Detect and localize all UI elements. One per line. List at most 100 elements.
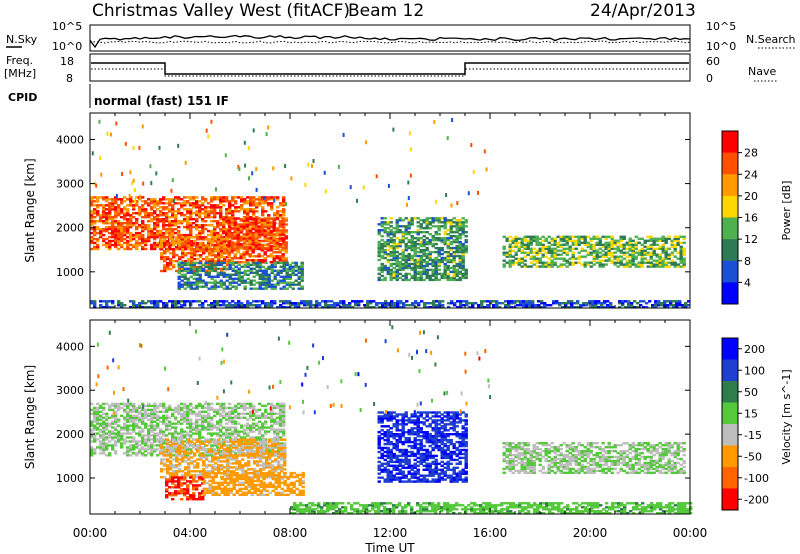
power-heatmap-cell <box>276 210 280 213</box>
power-heatmap-cell <box>573 306 577 309</box>
power-heatmap-cell <box>297 283 301 286</box>
power-heatmap-cell <box>270 300 274 303</box>
power-heatmap-cell <box>117 220 121 223</box>
power-heatmap-cell <box>429 302 433 305</box>
velocity-heatmap-cell <box>150 450 154 453</box>
power-heatmap-cell <box>144 214 148 217</box>
velocity-heatmap-cell <box>108 436 112 439</box>
power-heatmap-cell <box>670 259 674 262</box>
power-heatmap-cell <box>425 274 429 278</box>
velocity-heatmap-cell <box>153 436 157 439</box>
power-heatmap-cell <box>333 306 337 309</box>
power-heatmap-cell <box>601 243 605 246</box>
velocity-heatmap-cell <box>102 408 106 412</box>
power-heatmap-cell <box>520 249 524 252</box>
power-heatmap-cell <box>634 245 638 248</box>
power-heatmap-cell <box>249 233 253 237</box>
power-heatmap-cell <box>162 224 166 227</box>
power-heatmap-cell <box>172 263 176 267</box>
power-heatmap-cell <box>414 306 418 309</box>
power-heatmap-cell <box>649 239 653 242</box>
power-heatmap-cell <box>613 257 617 260</box>
power-heatmap-cell <box>141 239 145 243</box>
power-heatmap-cell <box>166 250 170 253</box>
velocity-heatmap-cell <box>138 448 142 451</box>
power-heatmap-cell <box>383 242 387 246</box>
power-scatter-cell <box>483 149 486 154</box>
power-heatmap-cell <box>102 222 106 225</box>
velocity-heatmap-cell <box>228 426 232 429</box>
y-tick-label: 1000 <box>56 266 84 279</box>
power-heatmap-cell <box>249 279 253 282</box>
power-heatmap-cell <box>240 265 244 268</box>
power-heatmap-cell <box>631 259 635 262</box>
power-heatmap-cell <box>628 247 632 250</box>
power-heatmap-cell <box>682 263 686 266</box>
power-heatmap-cell <box>592 237 596 240</box>
power-heatmap-cell <box>111 220 115 223</box>
power-heatmap-cell <box>258 285 262 288</box>
velocity-heatmap-cell <box>114 402 118 406</box>
velocity-heatmap-cell <box>135 432 139 435</box>
power-heatmap-cell <box>184 242 188 245</box>
power-heatmap-cell <box>540 302 544 305</box>
power-heatmap-cell <box>651 306 655 309</box>
power-heatmap-cell <box>408 304 412 307</box>
power-heatmap-cell <box>670 243 674 246</box>
power-heatmap-cell <box>251 227 255 230</box>
velocity-heatmap-cell <box>102 436 106 439</box>
power-heatmap-cell <box>181 250 185 253</box>
power-heatmap-cell <box>245 253 249 256</box>
power-heatmap-cell <box>129 202 133 205</box>
power-y-axis-label: Slant Range [km] <box>23 158 37 262</box>
power-heatmap-cell <box>640 255 644 258</box>
power-heatmap-cell <box>108 306 112 309</box>
power-heatmap-cell <box>507 300 511 303</box>
power-heatmap-cell <box>619 243 623 246</box>
power-heatmap-cell <box>425 262 429 266</box>
velocity-heatmap-cell <box>153 414 157 417</box>
velocity-heatmap-cell <box>246 450 250 453</box>
power-heatmap-cell <box>177 210 181 213</box>
velocity-heatmap-cell <box>135 446 139 449</box>
colorbar-segment <box>722 282 738 305</box>
velocity-heatmap-cell <box>252 424 256 427</box>
power-heatmap-cell <box>242 255 246 258</box>
power-heatmap-cell <box>273 287 277 290</box>
power-heatmap-cell <box>434 274 438 278</box>
power-heatmap-cell <box>162 304 166 307</box>
power-heatmap-cell <box>531 306 535 309</box>
power-heatmap-cell <box>607 259 611 262</box>
power-heatmap-cell <box>455 221 459 224</box>
power-heatmap-cell <box>245 219 249 222</box>
power-heatmap-cell <box>227 251 231 254</box>
power-heatmap-cell <box>102 300 106 303</box>
power-heatmap-cell <box>114 202 118 205</box>
power-heatmap-cell <box>181 240 185 243</box>
power-heatmap-cell <box>422 235 426 238</box>
power-heatmap-cell <box>315 304 319 307</box>
power-heatmap-cell <box>667 237 671 240</box>
power-heatmap-cell <box>529 247 533 250</box>
power-heatmap-cell <box>90 220 94 223</box>
power-heatmap-cell <box>291 269 295 272</box>
power-heatmap-cell <box>392 276 396 280</box>
velocity-heatmap-cell <box>159 420 163 423</box>
power-heatmap-cell <box>195 218 199 221</box>
power-heatmap-cell <box>252 287 256 290</box>
power-heatmap-cell <box>132 300 136 303</box>
power-heatmap-cell <box>676 251 680 254</box>
power-heatmap-cell <box>126 222 130 225</box>
power-heatmap-cell <box>652 253 656 256</box>
search-noise-tick-low: 10^0 <box>706 40 736 53</box>
power-heatmap-cell <box>288 277 292 280</box>
power-heatmap-cell <box>529 255 533 258</box>
power-heatmap-cell <box>187 259 191 263</box>
velocity-heatmap-cell <box>228 450 232 453</box>
power-heatmap-cell <box>228 208 232 211</box>
power-heatmap-cell <box>227 255 231 258</box>
power-heatmap-cell <box>168 233 172 237</box>
power-heatmap-cell <box>222 204 226 207</box>
power-heatmap-cell <box>465 302 469 305</box>
power-heatmap-cell <box>437 260 441 264</box>
